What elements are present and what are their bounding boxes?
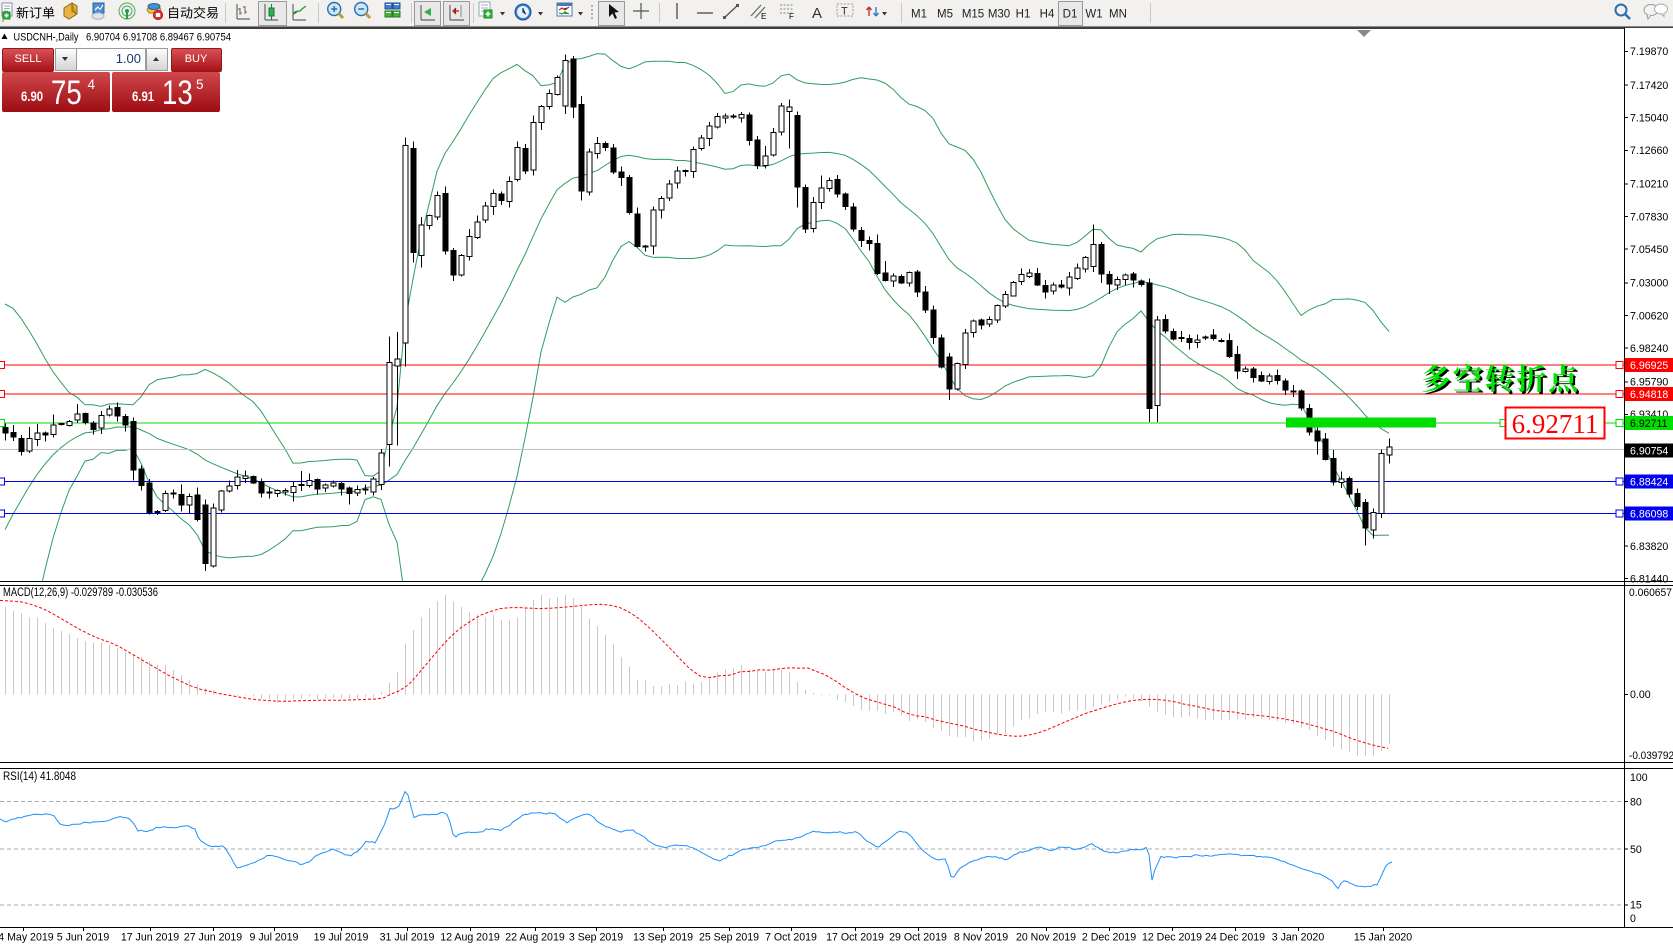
svg-text:50: 50 [1630, 844, 1642, 856]
svg-text:6.83820: 6.83820 [1630, 541, 1668, 553]
svg-text:7.10210: 7.10210 [1630, 179, 1668, 191]
svg-text:USDCNH-,Daily: USDCNH-,Daily [14, 32, 79, 44]
svg-text:15: 15 [1630, 900, 1642, 912]
svg-text:6.81440: 6.81440 [1630, 573, 1668, 585]
svg-text:25 Sep 2019: 25 Sep 2019 [699, 932, 759, 944]
svg-text:M30: M30 [988, 9, 1010, 21]
svg-text:7.05450: 7.05450 [1630, 244, 1668, 256]
svg-text:12 Aug 2019: 12 Aug 2019 [440, 932, 500, 944]
svg-text:80: 80 [1630, 796, 1642, 808]
svg-text:17 Jun 2019: 17 Jun 2019 [121, 932, 179, 944]
svg-text:24 Dec 2019: 24 Dec 2019 [1205, 932, 1265, 944]
svg-text:-0.039792: -0.039792 [1629, 750, 1673, 762]
svg-text:22 Aug 2019: 22 Aug 2019 [505, 932, 565, 944]
svg-text:7.19870: 7.19870 [1630, 46, 1668, 58]
svg-text:7.12660: 7.12660 [1630, 145, 1668, 157]
svg-text:0.060657: 0.060657 [1629, 587, 1672, 599]
svg-text:2 Dec 2019: 2 Dec 2019 [1082, 932, 1136, 944]
svg-text:5 Jun 2019: 5 Jun 2019 [57, 932, 110, 944]
svg-text:29 Oct 2019: 29 Oct 2019 [889, 932, 947, 944]
svg-text:7.03000: 7.03000 [1630, 278, 1668, 290]
svg-text:3 Jan 2020: 3 Jan 2020 [1272, 932, 1325, 944]
svg-text:12 Dec 2019: 12 Dec 2019 [1142, 932, 1202, 944]
svg-text:MN: MN [1109, 9, 1127, 21]
svg-text:19 Jul 2019: 19 Jul 2019 [314, 932, 369, 944]
svg-text:E: E [761, 12, 766, 21]
svg-text:W1: W1 [1085, 9, 1102, 21]
svg-text:3 Sep 2019: 3 Sep 2019 [569, 932, 623, 944]
svg-text:T: T [841, 6, 848, 18]
svg-text:RSI(14) 41.8048: RSI(14) 41.8048 [3, 771, 76, 783]
svg-text:7 Oct 2019: 7 Oct 2019 [765, 932, 817, 944]
svg-text:20 Nov 2019: 20 Nov 2019 [1016, 932, 1076, 944]
svg-text:6.98240: 6.98240 [1630, 343, 1668, 355]
svg-text:MACD(12,26,9) -0.029789 -0.030: MACD(12,26,9) -0.029789 -0.030536 [3, 587, 158, 599]
svg-text:9 Jul 2019: 9 Jul 2019 [250, 932, 299, 944]
svg-text:24 May 2019: 24 May 2019 [0, 932, 54, 944]
svg-text:6.86098: 6.86098 [1630, 508, 1668, 520]
svg-text:100: 100 [1630, 772, 1648, 784]
svg-text:M1: M1 [911, 9, 927, 21]
svg-text:6.90704 6.91708 6.89467 6.9075: 6.90704 6.91708 6.89467 6.90754 [86, 32, 231, 44]
svg-text:6.92711: 6.92711 [1630, 418, 1668, 430]
svg-text:M15: M15 [962, 9, 984, 21]
svg-text:6.94818: 6.94818 [1630, 389, 1668, 401]
svg-text:17 Oct 2019: 17 Oct 2019 [826, 932, 884, 944]
svg-text:27 Jun 2019: 27 Jun 2019 [184, 932, 242, 944]
svg-text:H4: H4 [1040, 9, 1055, 21]
svg-text:15 Jan 2020: 15 Jan 2020 [1354, 932, 1412, 944]
svg-text:8 Nov 2019: 8 Nov 2019 [954, 932, 1008, 944]
svg-text:31 Jul 2019: 31 Jul 2019 [380, 932, 435, 944]
svg-text:6.96925: 6.96925 [1630, 360, 1668, 372]
svg-text:0.00: 0.00 [1630, 689, 1651, 701]
svg-text:D1: D1 [1063, 9, 1078, 21]
svg-text:7.15040: 7.15040 [1630, 113, 1668, 125]
svg-text:6.95790: 6.95790 [1630, 377, 1668, 389]
svg-text:H1: H1 [1016, 9, 1031, 21]
svg-text:7.07830: 7.07830 [1630, 211, 1668, 223]
svg-text:A: A [812, 5, 822, 22]
svg-text:6.90754: 6.90754 [1630, 445, 1668, 457]
svg-text:7.17420: 7.17420 [1630, 80, 1668, 92]
svg-text:6.92711: 6.92711 [1512, 409, 1599, 439]
svg-text:M5: M5 [937, 9, 953, 21]
svg-text:0: 0 [1630, 913, 1636, 925]
svg-text:7.00620: 7.00620 [1630, 310, 1668, 322]
svg-text:F: F [789, 12, 794, 21]
svg-text:13 Sep 2019: 13 Sep 2019 [633, 932, 693, 944]
svg-text:6.88424: 6.88424 [1630, 476, 1668, 488]
